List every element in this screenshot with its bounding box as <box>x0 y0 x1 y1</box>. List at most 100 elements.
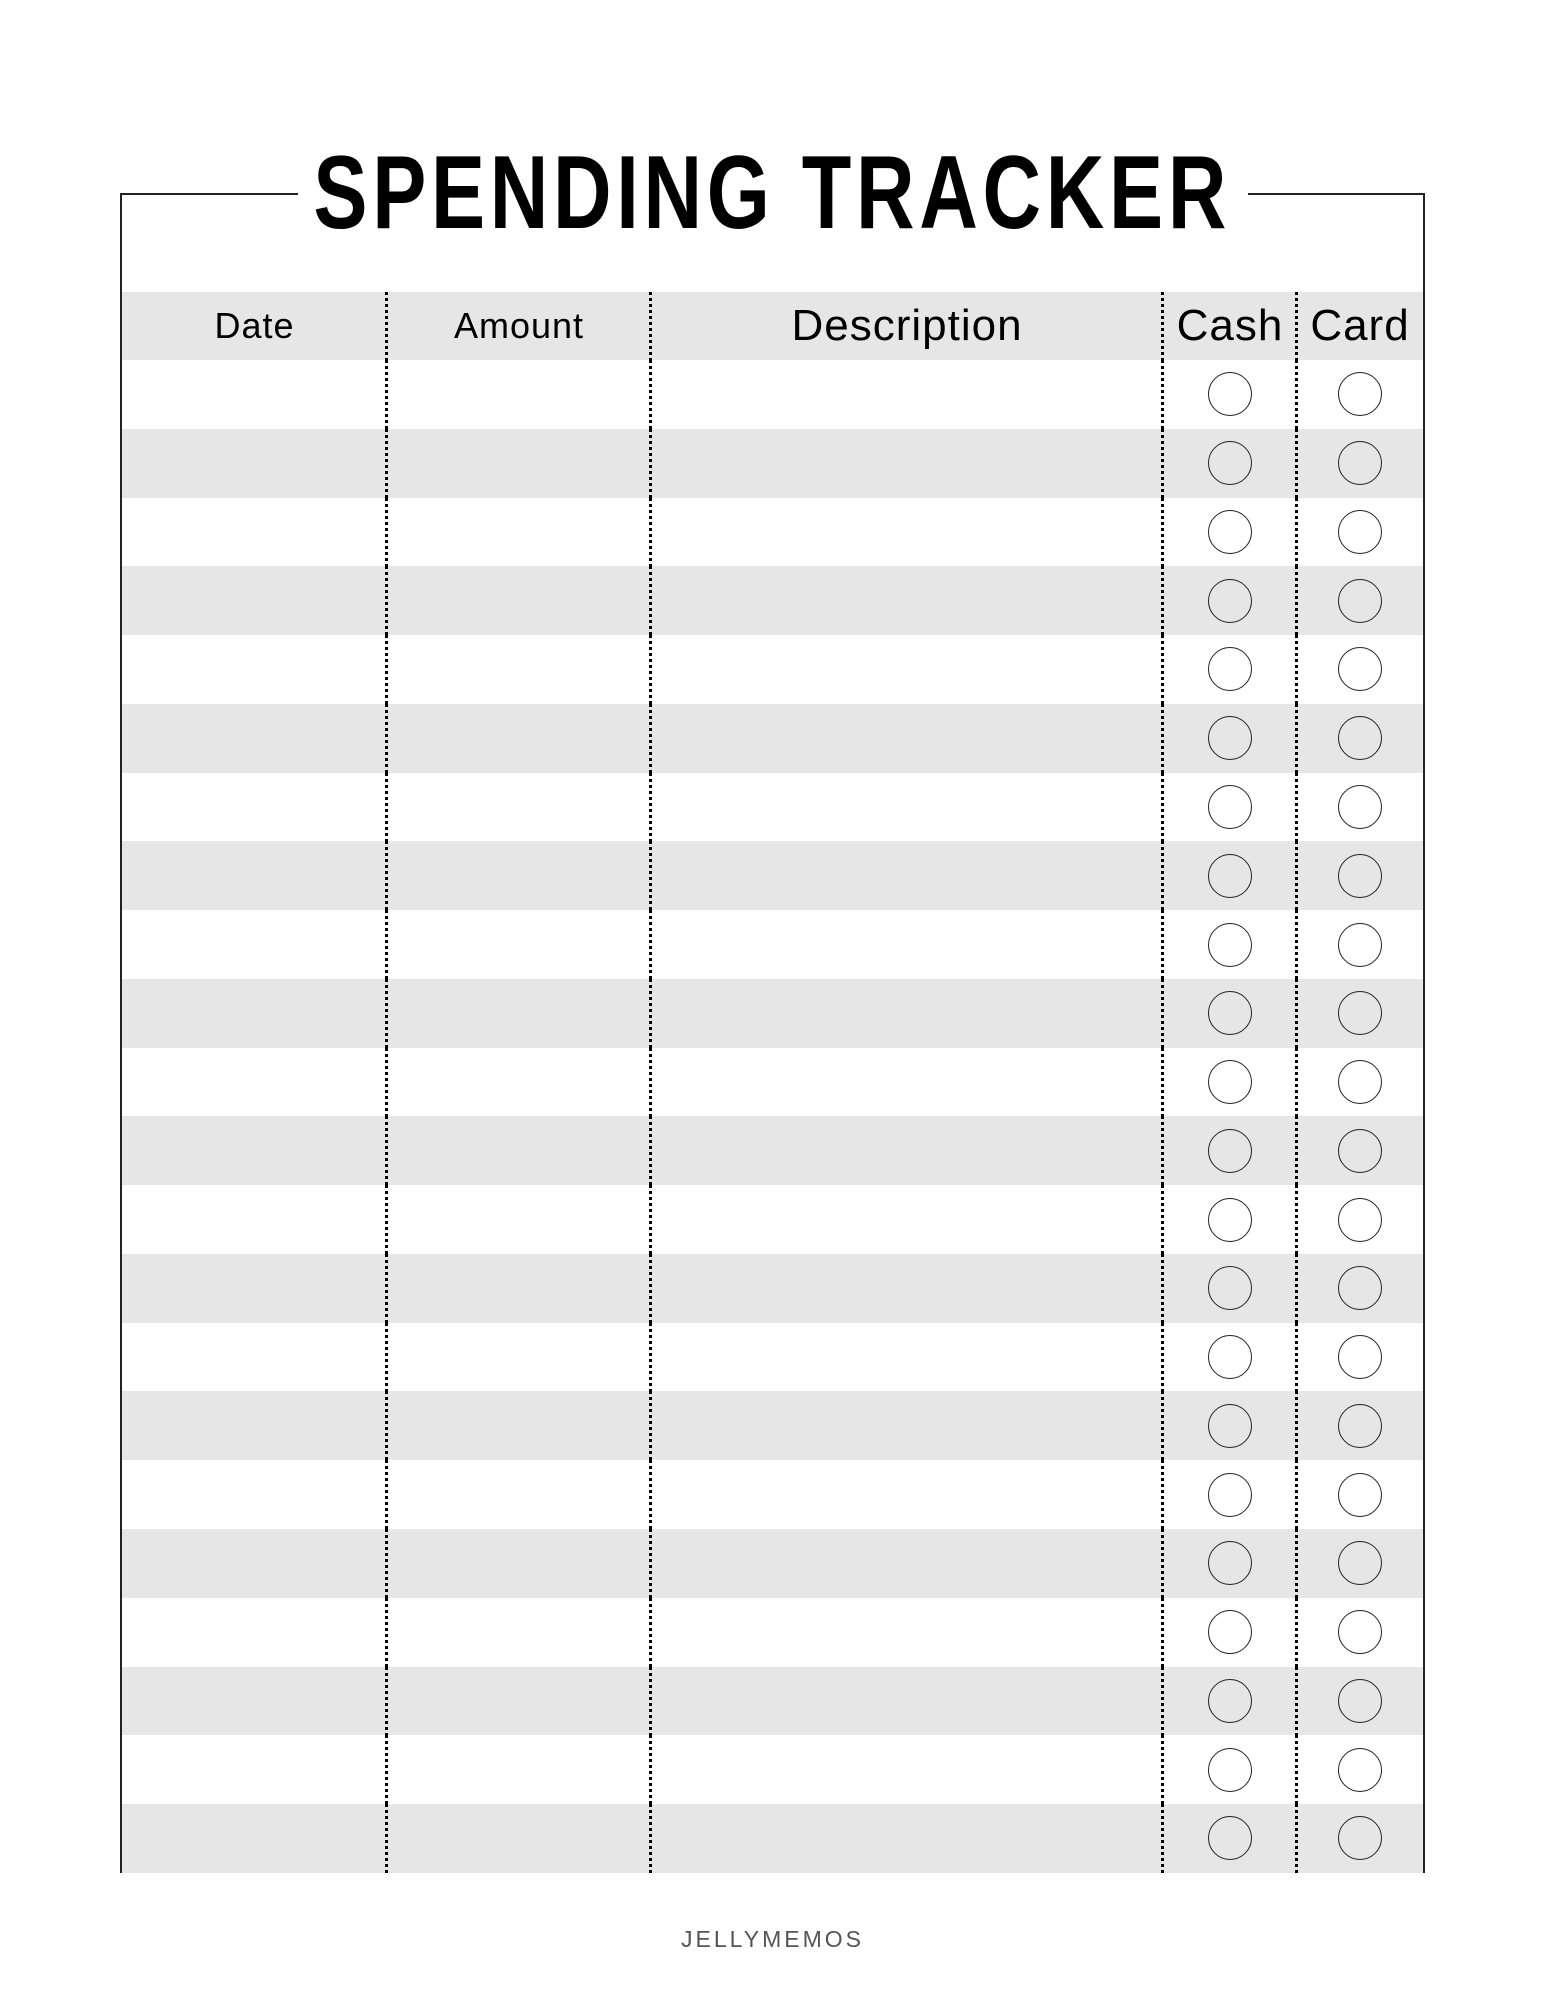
card-checkbox-circle[interactable] <box>1338 784 1382 829</box>
description-cell[interactable] <box>649 1253 1163 1323</box>
cash-checkbox-circle[interactable] <box>1208 716 1252 761</box>
description-cell[interactable] <box>649 1185 1163 1254</box>
amount-cell[interactable] <box>385 910 651 979</box>
date-cell[interactable] <box>122 1460 387 1529</box>
description-cell[interactable] <box>649 1322 1163 1392</box>
cash-checkbox-circle[interactable] <box>1208 647 1252 692</box>
date-cell[interactable] <box>122 429 387 498</box>
card-checkbox-circle[interactable] <box>1338 509 1382 554</box>
cash-checkbox-circle[interactable] <box>1208 784 1252 829</box>
card-checkbox-circle[interactable] <box>1338 1747 1382 1792</box>
card-checkbox-circle[interactable] <box>1338 922 1382 967</box>
amount-cell[interactable] <box>385 1666 651 1736</box>
cash-checkbox-circle[interactable] <box>1208 922 1252 967</box>
date-cell[interactable] <box>122 979 387 1048</box>
card-checkbox-circle[interactable] <box>1338 1060 1382 1105</box>
description-cell[interactable] <box>649 1391 1163 1461</box>
amount-cell[interactable] <box>385 497 651 567</box>
date-cell[interactable] <box>122 773 387 842</box>
amount-cell[interactable] <box>385 1804 651 1873</box>
description-cell[interactable] <box>649 1735 1163 1804</box>
cash-checkbox-circle[interactable] <box>1208 1472 1252 1517</box>
date-cell[interactable] <box>122 841 387 910</box>
description-cell[interactable] <box>649 566 1163 635</box>
amount-cell[interactable] <box>385 1185 651 1254</box>
card-checkbox-circle[interactable] <box>1338 1541 1382 1586</box>
amount-cell[interactable] <box>385 841 651 910</box>
date-cell[interactable] <box>122 498 387 567</box>
cash-checkbox-circle[interactable] <box>1208 1541 1252 1586</box>
amount-cell[interactable] <box>385 566 651 635</box>
cash-checkbox-circle[interactable] <box>1208 509 1252 554</box>
card-checkbox-circle[interactable] <box>1338 1335 1382 1380</box>
card-checkbox-circle[interactable] <box>1338 1128 1382 1173</box>
description-cell[interactable] <box>649 841 1163 910</box>
description-cell[interactable] <box>649 1529 1163 1598</box>
date-cell[interactable] <box>122 1254 387 1323</box>
amount-cell[interactable] <box>385 635 651 704</box>
date-cell[interactable] <box>122 1048 387 1117</box>
card-checkbox-circle[interactable] <box>1338 1403 1382 1448</box>
date-cell[interactable] <box>122 1598 387 1667</box>
amount-cell[interactable] <box>385 1116 651 1185</box>
amount-cell[interactable] <box>385 1460 651 1529</box>
date-cell[interactable] <box>122 360 387 429</box>
description-cell[interactable] <box>649 1597 1163 1667</box>
description-cell[interactable] <box>649 772 1163 842</box>
description-cell[interactable] <box>649 360 1163 429</box>
amount-cell[interactable] <box>385 978 651 1048</box>
date-cell[interactable] <box>122 566 387 635</box>
description-cell[interactable] <box>649 1666 1163 1736</box>
card-checkbox-circle[interactable] <box>1338 441 1382 486</box>
card-checkbox-circle[interactable] <box>1338 647 1382 692</box>
card-checkbox-circle[interactable] <box>1338 1197 1382 1242</box>
cash-checkbox-circle[interactable] <box>1208 1610 1252 1655</box>
card-checkbox-circle[interactable] <box>1338 372 1382 417</box>
date-cell[interactable] <box>122 910 387 979</box>
description-cell[interactable] <box>649 978 1163 1048</box>
cash-checkbox-circle[interactable] <box>1208 991 1252 1036</box>
description-cell[interactable] <box>649 1047 1163 1117</box>
description-cell[interactable] <box>649 1460 1163 1529</box>
amount-cell[interactable] <box>385 1735 651 1804</box>
date-cell[interactable] <box>122 1116 387 1185</box>
cash-checkbox-circle[interactable] <box>1208 441 1252 486</box>
date-cell[interactable] <box>122 1667 387 1736</box>
amount-cell[interactable] <box>385 1047 651 1117</box>
card-checkbox-circle[interactable] <box>1338 716 1382 761</box>
cash-checkbox-circle[interactable] <box>1208 1266 1252 1311</box>
cash-checkbox-circle[interactable] <box>1208 1403 1252 1448</box>
cash-checkbox-circle[interactable] <box>1208 1747 1252 1792</box>
card-checkbox-circle[interactable] <box>1338 853 1382 898</box>
cash-checkbox-circle[interactable] <box>1208 578 1252 623</box>
amount-cell[interactable] <box>385 703 651 773</box>
date-cell[interactable] <box>122 1185 387 1254</box>
card-checkbox-circle[interactable] <box>1338 578 1382 623</box>
date-cell[interactable] <box>122 1391 387 1460</box>
cash-checkbox-circle[interactable] <box>1208 1816 1252 1861</box>
date-cell[interactable] <box>122 635 387 704</box>
description-cell[interactable] <box>649 910 1163 979</box>
cash-checkbox-circle[interactable] <box>1208 1197 1252 1242</box>
cash-checkbox-circle[interactable] <box>1208 1060 1252 1105</box>
amount-cell[interactable] <box>385 428 651 498</box>
cash-checkbox-circle[interactable] <box>1208 372 1252 417</box>
amount-cell[interactable] <box>385 360 651 429</box>
cash-checkbox-circle[interactable] <box>1208 1335 1252 1380</box>
date-cell[interactable] <box>122 1529 387 1598</box>
amount-cell[interactable] <box>385 1322 651 1392</box>
description-cell[interactable] <box>649 1804 1163 1873</box>
description-cell[interactable] <box>649 635 1163 704</box>
card-checkbox-circle[interactable] <box>1338 1472 1382 1517</box>
date-cell[interactable] <box>122 704 387 773</box>
amount-cell[interactable] <box>385 1529 651 1598</box>
description-cell[interactable] <box>649 428 1163 498</box>
description-cell[interactable] <box>649 1116 1163 1185</box>
amount-cell[interactable] <box>385 1253 651 1323</box>
amount-cell[interactable] <box>385 772 651 842</box>
amount-cell[interactable] <box>385 1391 651 1461</box>
description-cell[interactable] <box>649 703 1163 773</box>
card-checkbox-circle[interactable] <box>1338 991 1382 1036</box>
cash-checkbox-circle[interactable] <box>1208 853 1252 898</box>
card-checkbox-circle[interactable] <box>1338 1610 1382 1655</box>
